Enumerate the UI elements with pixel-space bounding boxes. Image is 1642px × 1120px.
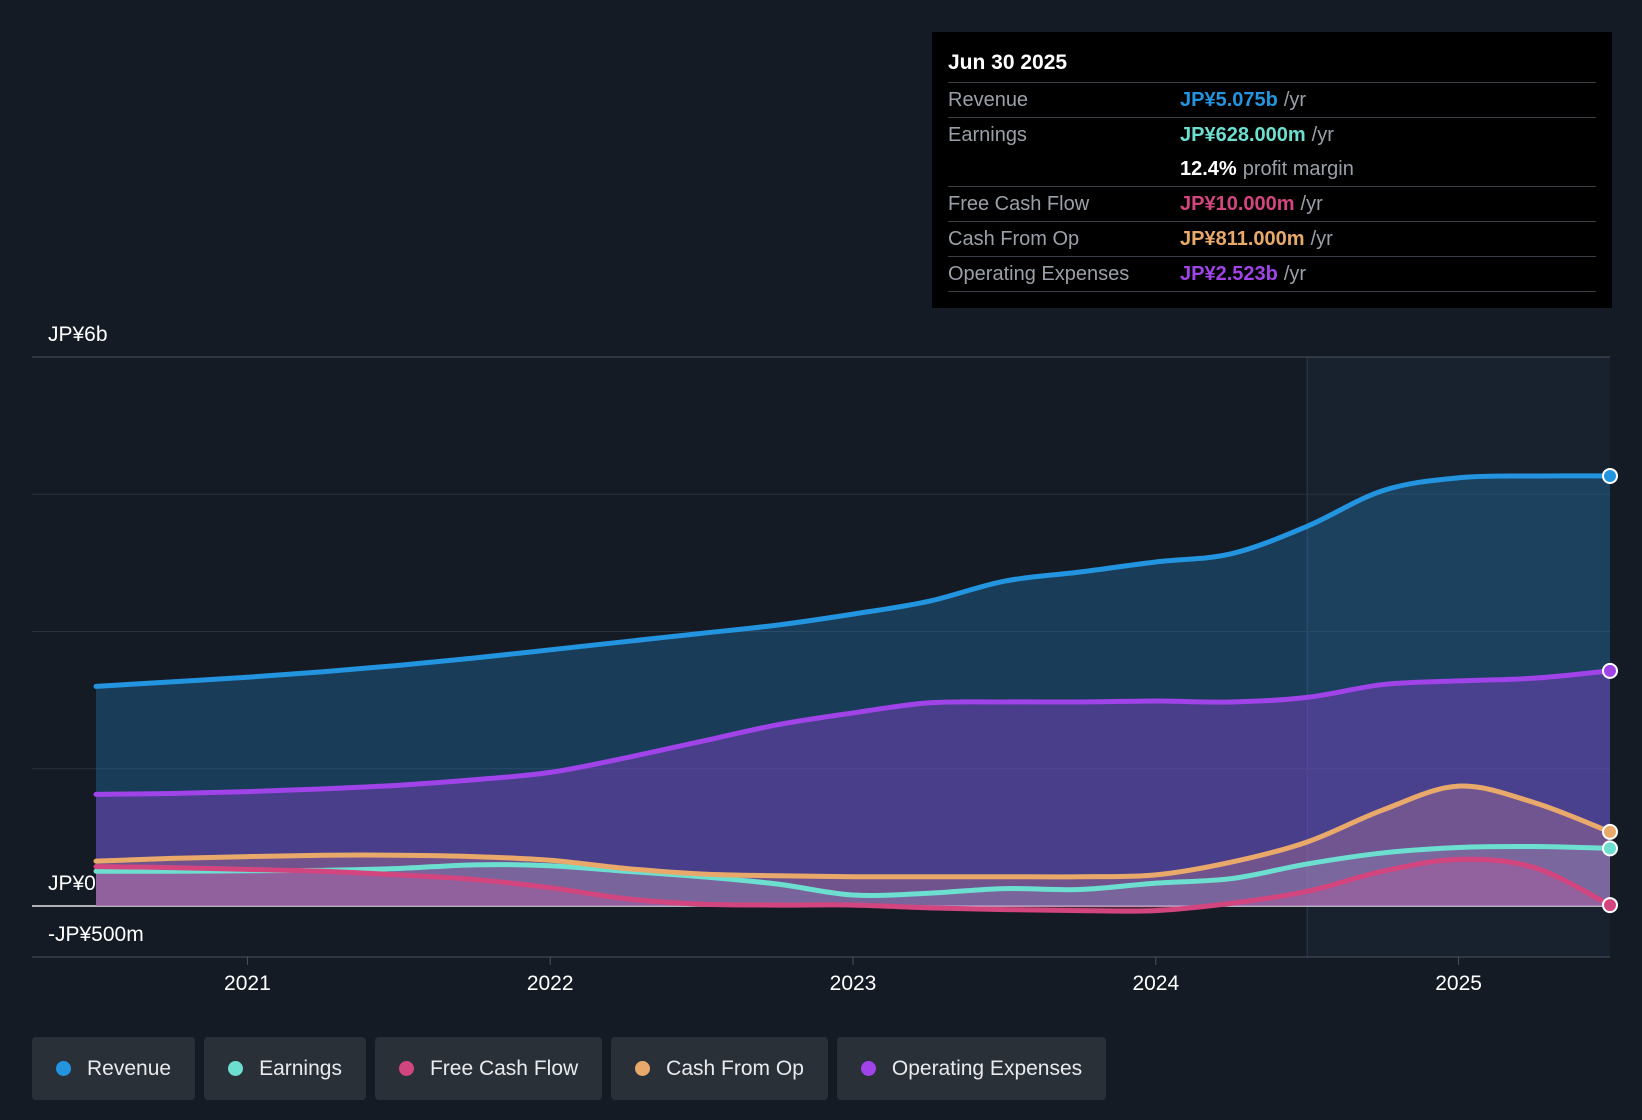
- legend-label: Operating Expenses: [891, 1056, 1083, 1080]
- tooltip-unit: /yr: [1283, 262, 1307, 285]
- tooltip-date: Jun 30 2025: [948, 48, 1596, 83]
- cash-from-op-endpoint[interactable]: [1602, 823, 1618, 840]
- revenue-endpoint[interactable]: [1602, 467, 1618, 484]
- tooltip-value: 12.4%: [1180, 157, 1237, 180]
- legend-label: Revenue: [87, 1056, 172, 1080]
- legend-label: Earnings: [259, 1056, 342, 1080]
- x-tick-label: 2021: [224, 972, 271, 995]
- tooltip-row-operating-expenses: Operating Expenses JP¥2.523b /yr: [948, 257, 1596, 292]
- series-areas: [96, 475, 1610, 912]
- tooltip-label: Free Cash Flow: [948, 192, 1090, 215]
- free-cash-flow-line: [93, 856, 1613, 914]
- earnings-endpoint[interactable]: [1602, 840, 1618, 857]
- earnings-area: [96, 846, 1610, 906]
- tooltip-unit: /yr: [1310, 227, 1333, 250]
- operating-expenses-endpoint[interactable]: [1602, 662, 1618, 679]
- legend-item-earnings[interactable]: Earnings: [204, 1037, 366, 1100]
- revenue-dot-icon: [56, 1061, 71, 1076]
- legend-item-free-cash-flow[interactable]: Free Cash Flow: [374, 1037, 603, 1100]
- legend-item-operating-expenses[interactable]: Operating Expenses: [836, 1037, 1107, 1100]
- tooltip-value: JP¥2.523b: [1180, 262, 1278, 285]
- free-cash-flow-endpoint[interactable]: [1602, 897, 1618, 914]
- tooltip-unit: /yr: [1311, 123, 1334, 146]
- tooltip-label: Cash From Op: [948, 227, 1080, 250]
- tooltip-row-earnings: Earnings JP¥628.000m /yr: [948, 118, 1596, 152]
- tooltip-unit: /yr: [1283, 88, 1307, 111]
- tooltip-row-revenue: Revenue JP¥5.075b /yr: [948, 83, 1596, 118]
- tooltip-unit: profit margin: [1242, 157, 1354, 180]
- tooltip-value: JP¥628.000m: [1180, 123, 1306, 146]
- legend: Revenue Earnings Free Cash Flow Cash Fro…: [32, 1037, 1107, 1100]
- cash-from-op-dot-icon: [635, 1061, 651, 1076]
- series-lines: [93, 473, 1613, 914]
- x-tick-label: 2025: [1435, 972, 1482, 995]
- tooltip-value: JP¥10.000m: [1180, 192, 1295, 215]
- tooltip-unit: /yr: [1300, 192, 1323, 215]
- y-tick-label: JP¥6b: [48, 323, 108, 346]
- free-cash-flow-dot-icon: [398, 1061, 414, 1076]
- tooltip: Jun 30 2025 Revenue JP¥5.075b /yr Earnin…: [932, 32, 1612, 308]
- cash-from-op-area: [96, 786, 1610, 906]
- earnings-dot-icon: [228, 1061, 244, 1076]
- x-tick-label: 2022: [527, 972, 574, 995]
- tooltip-label: Revenue: [948, 88, 1029, 111]
- y-tick-label: -JP¥500m: [48, 923, 144, 946]
- tooltip-value: JP¥811.000m: [1180, 227, 1305, 250]
- operating-expenses-dot-icon: [860, 1061, 876, 1076]
- revenue-line: [93, 473, 1613, 689]
- legend-label: Cash From Op: [666, 1056, 804, 1080]
- free-cash-flow-area: [96, 859, 1610, 912]
- x-tick-label: 2023: [830, 972, 877, 995]
- tooltip-label: Operating Expenses: [948, 262, 1130, 285]
- tooltip-row-cash-from-op: Cash From Op JP¥811.000m /yr: [948, 222, 1596, 257]
- y-tick-label: JP¥0: [48, 872, 96, 895]
- tooltip-value: JP¥5.075b: [1180, 88, 1278, 111]
- x-tick-label: 2024: [1132, 972, 1179, 995]
- cash-from-op-line: [93, 783, 1613, 880]
- y-axis-labels: JP¥6b JP¥0 -JP¥500m: [48, 323, 144, 946]
- revenue-area: [96, 475, 1610, 906]
- x-axis-ticks: 2021 2022 2023 2024 2025: [224, 957, 1482, 995]
- tooltip-label: Earnings: [948, 123, 1027, 146]
- operating-expenses-area: [96, 670, 1610, 906]
- tooltip-row-free-cash-flow: Free Cash Flow JP¥10.000m /yr: [948, 187, 1596, 222]
- legend-item-cash-from-op[interactable]: Cash From Op: [611, 1037, 828, 1100]
- tooltip-row-profit-margin: 12.4% profit margin: [948, 152, 1596, 187]
- legend-item-revenue[interactable]: Revenue: [32, 1037, 196, 1100]
- operating-expenses-line: [93, 668, 1613, 797]
- series-endpoints: [1602, 467, 1618, 914]
- legend-label: Free Cash Flow: [429, 1056, 579, 1080]
